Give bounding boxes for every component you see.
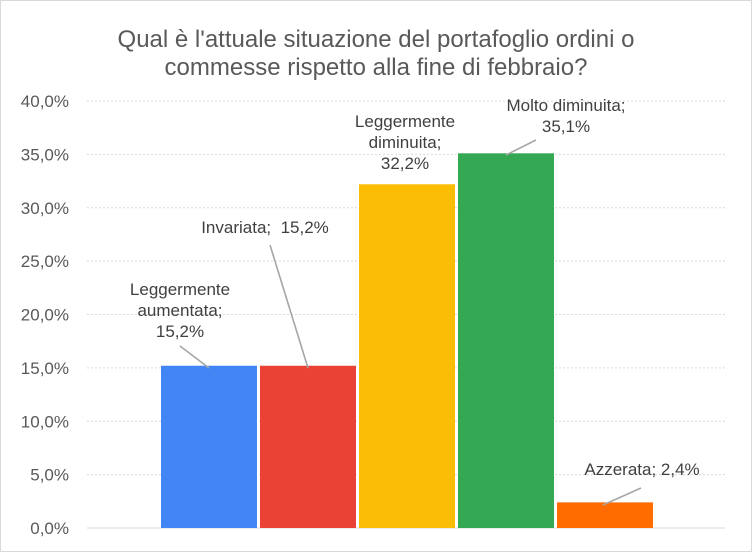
bar-data-label: Invariata; 15,2% — [201, 218, 329, 237]
chart-title-line: commesse rispetto alla fine di febbraio? — [165, 54, 588, 81]
bars — [161, 153, 653, 528]
y-tick-label: 25,0% — [21, 252, 69, 271]
y-tick-label: 5,0% — [30, 466, 69, 485]
data-labels: Leggermente aumentata; 15,2% Invariata; 15,… — [130, 96, 700, 479]
bar-data-label: 15,2% — [156, 322, 204, 341]
bar-data-label: Molto diminuita; — [506, 96, 625, 115]
bar-data-label: Azzerata; 2,4% — [584, 460, 699, 479]
y-axis-ticks: 0,0% 5,0% 10,0% 15,0% 20,0% 25,0% 30,0% 35,0% 40… — [21, 92, 69, 538]
label-leader-line — [269, 244, 309, 369]
y-tick-label: 20,0% — [21, 306, 69, 325]
bar-data-label: 35,1% — [542, 117, 590, 136]
bar — [260, 365, 356, 528]
bar-data-label: Leggermente — [355, 112, 455, 131]
y-tick-label: 0,0% — [30, 519, 69, 538]
bar — [359, 184, 455, 528]
y-tick-label: 15,0% — [21, 359, 69, 378]
bar-data-label: Leggermente — [130, 280, 230, 299]
bar — [458, 153, 554, 528]
label-leader-line — [179, 345, 210, 369]
bar-data-label: aumentata; — [137, 301, 222, 320]
bar — [557, 502, 653, 528]
label-leader-lines — [179, 139, 642, 506]
bar-data-label: diminuita; — [369, 133, 442, 152]
label-leader-line — [505, 139, 537, 156]
bar — [161, 365, 257, 528]
label-leader-line — [602, 487, 642, 506]
y-tick-label: 30,0% — [21, 199, 69, 218]
y-tick-label: 40,0% — [21, 92, 69, 111]
bar-data-label: 32,2% — [381, 154, 429, 173]
chart-title-line: Qual è l'attuale situazione del portafog… — [118, 26, 635, 53]
y-tick-label: 10,0% — [21, 412, 69, 431]
y-tick-label: 35,0% — [21, 145, 69, 164]
chart-title: Qual è l'attuale situazione del portafog… — [118, 26, 635, 81]
